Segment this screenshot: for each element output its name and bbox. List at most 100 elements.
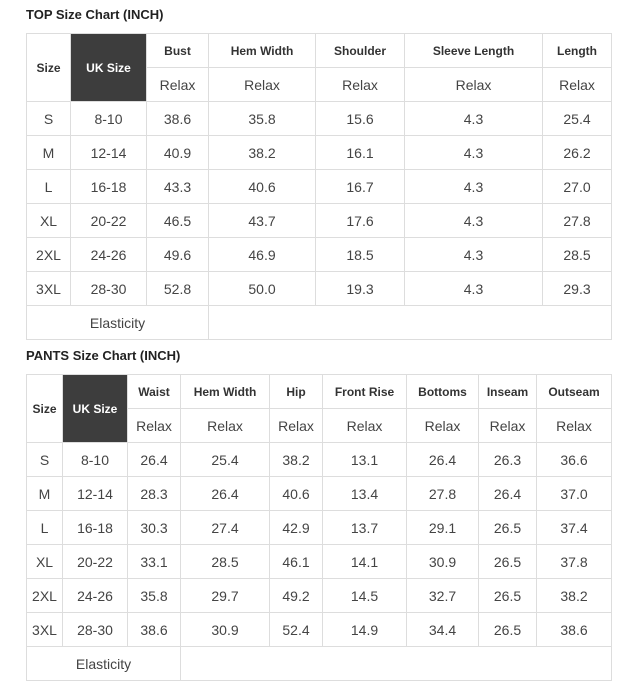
header-cell: Size (26, 374, 63, 443)
cell: 50.0 (208, 271, 316, 306)
cell: 24-26 (62, 578, 128, 613)
cell: 35.8 (127, 578, 181, 613)
cell: 52.8 (146, 271, 209, 306)
cell: 4.3 (404, 169, 543, 204)
footer-cell: Elasticity (26, 305, 209, 340)
header-cell: Size (26, 33, 71, 102)
cell: 28.5 (180, 544, 270, 579)
header-cell: Hem Width (208, 33, 316, 68)
subheader-cell: Relax (127, 408, 181, 443)
cell: 13.4 (322, 476, 407, 511)
header-cell: Hip (269, 374, 323, 409)
cell: 38.6 (146, 101, 209, 136)
cell: 17.6 (315, 203, 405, 238)
cell: 28.5 (542, 237, 612, 272)
cell: 29.7 (180, 578, 270, 613)
data-row: XL 20-22 33.1 28.5 46.1 14.1 30.9 26.5 37.8 (26, 544, 612, 579)
cell: 38.2 (536, 578, 612, 613)
data-row: XL 20-22 46.5 43.7 17.6 4.3 27.8 (26, 203, 612, 238)
cell: 16.7 (315, 169, 405, 204)
subheader-cell: Relax (208, 67, 316, 102)
cell: 20-22 (70, 203, 147, 238)
data-row: 3XL 28-30 52.8 50.0 19.3 4.3 29.3 (26, 271, 612, 306)
cell: 19.3 (315, 271, 405, 306)
subheader-cell: Relax (269, 408, 323, 443)
cell: 30.9 (406, 544, 479, 579)
cell: 18.5 (315, 237, 405, 272)
cell: 40.9 (146, 135, 209, 170)
cell: XL (26, 203, 71, 238)
cell: 26.4 (478, 476, 537, 511)
cell: 26.4 (406, 442, 479, 477)
cell: 27.8 (406, 476, 479, 511)
subheader-cell: Relax (542, 67, 612, 102)
cell: 27.8 (542, 203, 612, 238)
cell: M (26, 135, 71, 170)
header-row: Size UK Size Waist Hem Width Hip Front Rise Bo… (26, 374, 612, 443)
cell: 28.3 (127, 476, 181, 511)
subheader-cell: Relax (146, 67, 209, 102)
footer-row: Elasticity (26, 305, 612, 340)
header-cell: Shoulder (315, 33, 405, 68)
cell: 40.6 (208, 169, 316, 204)
cell: 35.8 (208, 101, 316, 136)
cell: 37.8 (536, 544, 612, 579)
header-cell: UK Size (70, 33, 147, 102)
cell: 25.4 (542, 101, 612, 136)
subheader-cell: Relax (404, 67, 543, 102)
cell: 43.7 (208, 203, 316, 238)
section-title: PANTS Size Chart (INCH) (26, 348, 181, 363)
cell: 26.3 (478, 442, 537, 477)
cell: 40.6 (269, 476, 323, 511)
subheader-cell: Relax (478, 408, 537, 443)
data-row: S 8-10 26.4 25.4 38.2 13.1 26.4 26.3 36.6 (26, 442, 612, 477)
header-cell: Bottoms (406, 374, 479, 409)
cell: 12-14 (62, 476, 128, 511)
empty-cell (180, 646, 612, 681)
data-row: L 16-18 30.3 27.4 42.9 13.7 29.1 26.5 37.4 (26, 510, 612, 545)
cell: 16-18 (62, 510, 128, 545)
data-row: M 12-14 40.9 38.2 16.1 4.3 26.2 (26, 135, 612, 170)
cell: 4.3 (404, 237, 543, 272)
cell: 26.2 (542, 135, 612, 170)
cell: 25.4 (180, 442, 270, 477)
cell: 8-10 (70, 101, 147, 136)
cell: 14.5 (322, 578, 407, 613)
cell: 3XL (26, 271, 71, 306)
footer-row: Elasticity (26, 646, 612, 681)
cell: L (26, 510, 63, 545)
subheader-row: Relax Relax Relax Relax Relax Relax Relax (27, 408, 612, 443)
cell: 46.5 (146, 203, 209, 238)
cell: 13.7 (322, 510, 407, 545)
cell: 33.1 (127, 544, 181, 579)
size-table: Size UK Size Bust Hem Width Shoulder Sleeve L… (26, 33, 612, 340)
cell: 24-26 (70, 237, 147, 272)
cell: 38.6 (536, 612, 612, 647)
size-table: Size UK Size Waist Hem Width Hip Front Rise Bo… (26, 374, 612, 681)
cell: S (26, 442, 63, 477)
data-row: S 8-10 38.6 35.8 15.6 4.3 25.4 (26, 101, 612, 136)
cell: 26.5 (478, 544, 537, 579)
data-row: L 16-18 43.3 40.6 16.7 4.3 27.0 (26, 169, 612, 204)
empty-cell (208, 305, 612, 340)
cell: 28-30 (70, 271, 147, 306)
cell: 49.2 (269, 578, 323, 613)
header-cell: Bust (146, 33, 209, 68)
subheader-row: Relax Relax Relax Relax Relax (27, 67, 612, 102)
cell: 26.5 (478, 612, 537, 647)
data-row: 2XL 24-26 35.8 29.7 49.2 14.5 32.7 26.5 38.2 (26, 578, 612, 613)
cell: 38.2 (208, 135, 316, 170)
cell: 26.5 (478, 510, 537, 545)
header-cell: Hem Width (180, 374, 270, 409)
cell: 2XL (26, 578, 63, 613)
cell: 13.1 (322, 442, 407, 477)
cell: 49.6 (146, 237, 209, 272)
cell: 4.3 (404, 271, 543, 306)
header-row: Size UK Size Bust Hem Width Shoulder Sleeve L… (26, 33, 612, 102)
subheader-cell: Relax (536, 408, 612, 443)
cell: 4.3 (404, 135, 543, 170)
cell: 32.7 (406, 578, 479, 613)
cell: 30.9 (180, 612, 270, 647)
cell: 37.4 (536, 510, 612, 545)
